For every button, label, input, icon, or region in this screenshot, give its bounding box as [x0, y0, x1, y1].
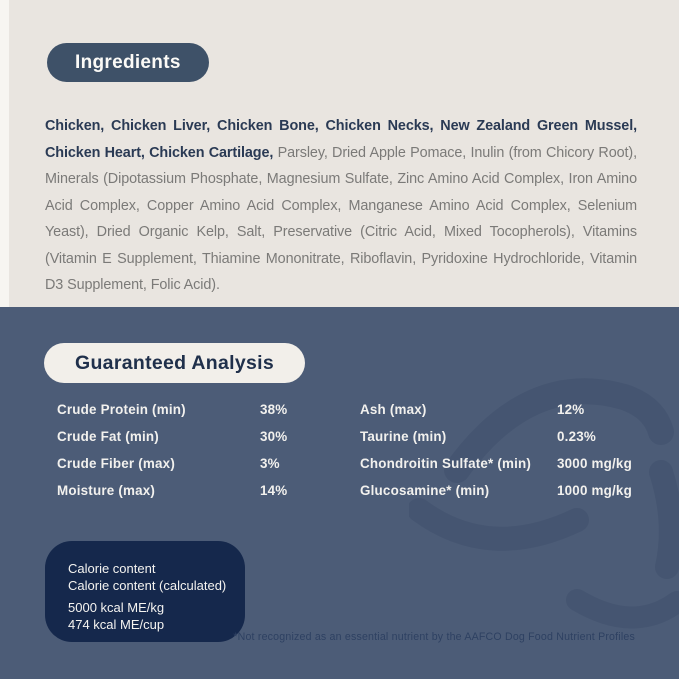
- calorie-content-line: 5000 kcal ME/kg: [68, 600, 165, 615]
- left-edge-strip: [0, 0, 9, 307]
- guaranteed-analysis-badge: Guaranteed Analysis: [44, 343, 305, 383]
- analysis-row: Crude Protein (min) 38%: [57, 402, 357, 418]
- analysis-label: Moisture (max): [57, 483, 156, 498]
- calorie-content-headings: Calorie content Calorie content (calcula…: [68, 561, 245, 594]
- ingredients-badge: Ingredients: [47, 43, 209, 82]
- calorie-content-line: Calorie content: [68, 561, 156, 576]
- analysis-label: Crude Protein (min): [57, 402, 186, 417]
- analysis-row: Crude Fiber (max) 3%: [57, 456, 357, 472]
- guaranteed-analysis-section: Guaranteed Analysis Crude Protein (min) …: [0, 307, 679, 679]
- calorie-content-line: Calorie content (calculated): [68, 577, 227, 593]
- aafco-footnote: *Not recognized as an essential nutrient…: [233, 631, 635, 643]
- analysis-row: Chondroitin Sulfate* (min) 3000 mg/kg: [360, 456, 660, 472]
- ingredients-primary-text: Chicken, Chicken Liver, Chicken Bone, Ch…: [45, 118, 637, 161]
- analysis-value: 3000 mg/kg: [557, 456, 632, 471]
- analysis-value: 3%: [260, 456, 280, 471]
- analysis-row: Glucosamine* (min) 1000 mg/kg: [360, 483, 660, 499]
- calorie-content-values: 5000 kcal ME/kg 474 kcal ME/cup: [68, 600, 245, 633]
- analysis-value: 38%: [260, 402, 288, 417]
- analysis-label: Glucosamine* (min): [360, 483, 490, 498]
- calorie-content-box: Calorie content Calorie content (calcula…: [45, 541, 245, 642]
- analysis-label: Taurine (min): [360, 429, 447, 444]
- calorie-content-line: 474 kcal ME/cup: [68, 616, 165, 632]
- ingredients-section: Ingredients Chicken, Chicken Liver, Chic…: [0, 0, 679, 307]
- analysis-row: Crude Fat (min) 30%: [57, 429, 357, 445]
- analysis-label: Crude Fiber (max): [57, 456, 175, 471]
- analysis-value: 1000 mg/kg: [557, 483, 632, 498]
- analysis-row: Taurine (min) 0.23%: [360, 429, 660, 445]
- analysis-row: Moisture (max) 14%: [57, 483, 357, 499]
- analysis-column-right: Ash (max) 12% Taurine (min) 0.23% Chondr…: [360, 402, 660, 510]
- analysis-label: Crude Fat (min): [57, 429, 159, 444]
- analysis-column-left: Crude Protein (min) 38% Crude Fat (min) …: [57, 402, 357, 510]
- analysis-row: Ash (max) 12%: [360, 402, 660, 418]
- analysis-label: Ash (max): [360, 402, 427, 417]
- ingredients-paragraph: Chicken, Chicken Liver, Chicken Bone, Ch…: [45, 113, 637, 299]
- ingredients-secondary-text: Parsley, Dried Apple Pomace, Inulin (fro…: [45, 144, 638, 294]
- analysis-value: 0.23%: [557, 429, 596, 444]
- analysis-value: 12%: [557, 402, 585, 417]
- analysis-value: 30%: [260, 429, 288, 444]
- analysis-label: Chondroitin Sulfate* (min): [360, 456, 532, 471]
- analysis-value: 14%: [260, 483, 288, 498]
